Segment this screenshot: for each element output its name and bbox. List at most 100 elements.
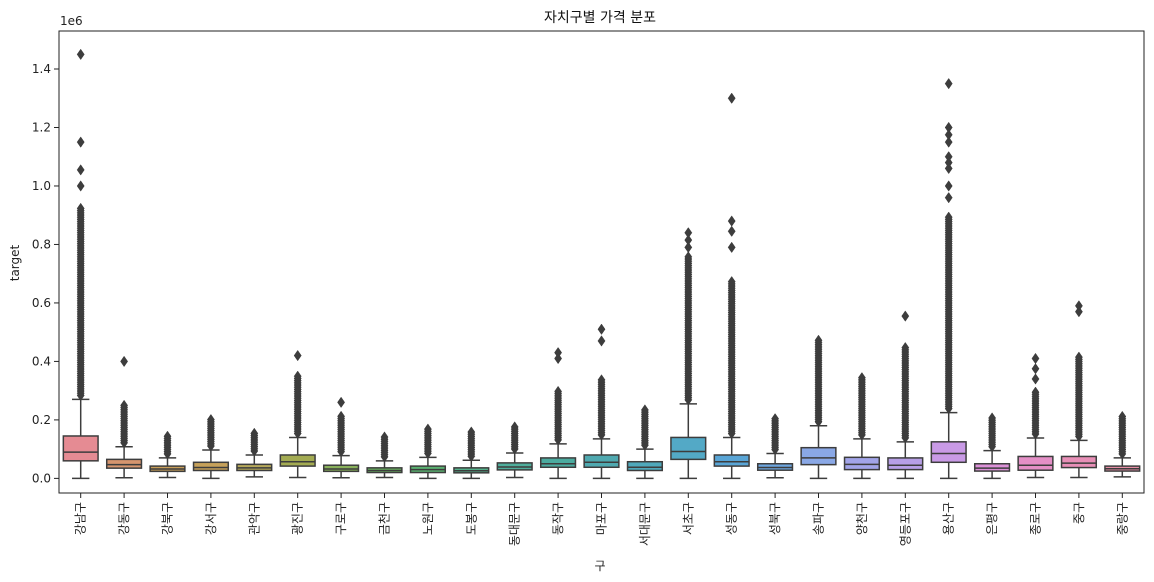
outlier-point — [684, 227, 693, 239]
box-5 — [236, 427, 273, 478]
outlier-point — [944, 156, 953, 169]
x-tick-label: 종로구 — [1029, 502, 1043, 535]
chart-title: 자치구별 가격 분포 — [544, 10, 656, 26]
outlier-point — [76, 180, 85, 192]
iqr-box — [279, 454, 316, 467]
outlier-point — [120, 399, 129, 412]
outlier-point — [250, 427, 259, 440]
outlier-point — [944, 151, 953, 163]
x-tick-label: 서초구 — [681, 502, 695, 535]
y-tick-label: 1.4 — [32, 62, 51, 76]
y-axis-label: target — [8, 244, 22, 281]
x-tick-label: 강남구 — [74, 502, 88, 535]
x-tick-label: 서대문구 — [638, 502, 652, 546]
x-tick-label: 은평구 — [985, 502, 999, 535]
outlier-point — [857, 372, 866, 384]
y-tick-label: 0.6 — [32, 296, 51, 310]
iqr-box — [930, 441, 967, 464]
outlier-point — [510, 421, 519, 433]
outlier-point — [727, 215, 736, 227]
x-tick-label: 광진구 — [291, 502, 305, 535]
box-19 — [843, 372, 881, 480]
y-offset-label: 1e6 — [60, 14, 83, 28]
x-tick-label: 강서구 — [204, 502, 218, 535]
box-15 — [670, 227, 707, 480]
outlier-point — [771, 413, 780, 425]
y-tick-label: 0.2 — [32, 413, 51, 427]
box-2 — [105, 355, 143, 479]
outlier-point — [380, 431, 389, 443]
x-tick-label: 관악구 — [247, 502, 261, 535]
outlier-point — [640, 404, 649, 416]
outlier-point — [163, 430, 172, 442]
box-14 — [626, 404, 664, 480]
y-tick-label: 1.0 — [32, 179, 51, 193]
outlier-point — [1031, 373, 1040, 385]
outlier-point — [293, 370, 302, 382]
iqr-box — [670, 436, 707, 461]
outlier-point — [597, 323, 606, 335]
outlier-point — [337, 410, 346, 423]
plot-frame — [58, 30, 1145, 494]
y-tick-label: 0.8 — [32, 237, 51, 251]
box-9 — [409, 423, 447, 480]
outlier-point — [684, 251, 693, 263]
box-3 — [149, 430, 186, 479]
box-10 — [453, 426, 490, 480]
x-tick-label: 금천구 — [377, 502, 392, 535]
outlier-point — [944, 129, 953, 141]
outlier-point — [1074, 306, 1083, 318]
box-1 — [62, 48, 99, 480]
outlier-point — [554, 385, 563, 398]
box-17 — [756, 413, 794, 479]
box-16 — [713, 92, 750, 480]
x-tick-label: 동대문구 — [508, 502, 522, 546]
box-7 — [322, 396, 360, 479]
x-tick-label: 영등포구 — [898, 502, 912, 546]
outlier-point — [206, 413, 215, 426]
outlier-point — [1031, 386, 1040, 398]
iqr-box — [626, 460, 664, 472]
outlier-point — [944, 136, 953, 148]
outlier-point — [814, 334, 823, 346]
iqr-box — [583, 454, 620, 469]
outlier-point — [901, 341, 910, 354]
outlier-point — [727, 276, 736, 288]
outlier-point — [1031, 352, 1040, 365]
x-tick-label: 성북구 — [768, 502, 782, 535]
iqr-box — [192, 461, 230, 472]
x-tick-label: 강북구 — [161, 502, 175, 535]
outlier-point — [1074, 300, 1083, 312]
box-13 — [583, 323, 620, 480]
outlier-point — [901, 310, 910, 322]
x-axis-label: 구 — [594, 559, 605, 573]
outlier-point — [76, 136, 85, 148]
box-25 — [1104, 410, 1141, 478]
x-tick-label: 강동구 — [117, 502, 131, 535]
box-12 — [539, 347, 577, 480]
iqr-box — [62, 435, 99, 462]
outlier-point — [944, 180, 953, 192]
y-tick-label: 0.0 — [32, 471, 51, 485]
outlier-point — [337, 396, 346, 408]
box-20 — [887, 310, 924, 480]
iqr-box — [800, 446, 837, 466]
y-tick-label: 0.4 — [32, 354, 51, 368]
box-11 — [496, 421, 533, 479]
box-4 — [192, 413, 230, 480]
iqr-box — [539, 457, 577, 469]
box-23 — [1017, 352, 1054, 479]
outlier-point — [727, 241, 736, 254]
outlier-point — [554, 347, 563, 359]
outlier-point — [293, 349, 302, 362]
outlier-point — [597, 335, 606, 347]
outlier-point — [944, 77, 953, 90]
box-24 — [1060, 300, 1098, 479]
iqr-box — [105, 458, 143, 469]
outlier-point — [944, 211, 953, 223]
box-8 — [366, 431, 403, 479]
outlier-point — [423, 423, 432, 435]
outlier-point — [76, 48, 85, 61]
outlier-point — [727, 92, 736, 104]
